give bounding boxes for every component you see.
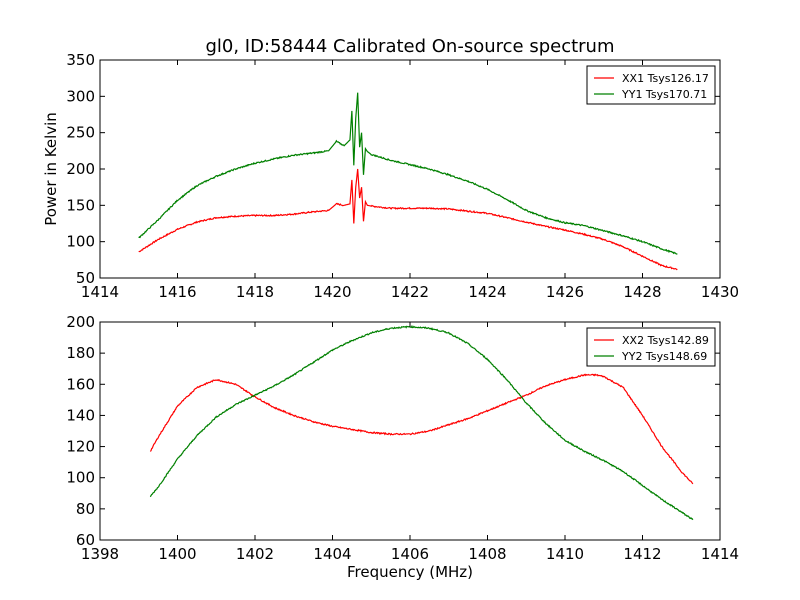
top-series-group — [138, 92, 678, 271]
bottom-y-tick-label: 140 — [66, 406, 95, 424]
top-x-tick-label: 1430 — [701, 283, 739, 301]
top-x-tick-label: 1422 — [391, 283, 429, 301]
top-legend: XX1 Tsys126.17 YY1 Tsys170.71 — [586, 65, 716, 105]
top-legend-box — [586, 65, 716, 105]
bottom-x-tick-label: 1408 — [468, 545, 506, 563]
bottom-y-tick-label: 160 — [66, 375, 95, 393]
top-y-tick-label: 100 — [66, 233, 95, 251]
bottom-x-axis-label: Frequency (MHz) — [347, 563, 473, 581]
series-line-xx2 — [149, 373, 694, 485]
top-x-tick-label: 1424 — [468, 283, 506, 301]
top-y-tick-label: 250 — [66, 124, 95, 142]
legend-label-xx1: XX1 Tsys126.17 — [622, 72, 709, 85]
top-x-tick-label: 1418 — [236, 283, 274, 301]
top-y-axis-label: Power in Kelvin — [42, 112, 60, 226]
bottom-y-tick-label: 180 — [66, 344, 95, 362]
series-line-yy2 — [149, 324, 694, 521]
bottom-y-tick-label: 60 — [76, 531, 95, 549]
top-x-tick-label: 1420 — [313, 283, 351, 301]
bottom-x-tick-label: 1398 — [81, 545, 119, 563]
bottom-x-tick-label: 1404 — [313, 545, 351, 563]
bottom-y-tick-label: 120 — [66, 438, 95, 456]
legend-label-yy1: YY1 Tsys170.71 — [621, 88, 707, 101]
bottom-y-tick-label: 80 — [76, 500, 95, 518]
bottom-x-tick-label: 1410 — [546, 545, 584, 563]
top-y-tick-label: 50 — [76, 269, 95, 287]
plot-bottom-panel: 1398 1400 1402 1404 1406 1408 1410 1412 1414 60 80… — [66, 313, 739, 581]
legend-label-yy2: YY2 Tsys148.69 — [621, 350, 707, 363]
series-line-yy1 — [138, 92, 678, 255]
top-y-tick-label: 350 — [66, 51, 95, 69]
bottom-x-tick-label: 1414 — [701, 545, 739, 563]
top-x-tick-label: 1428 — [623, 283, 661, 301]
plot-top-panel: 1414 1416 1418 1420 1422 1424 1426 1428 1430 50 10… — [42, 51, 739, 301]
top-x-tick-label: 1426 — [546, 283, 584, 301]
bottom-x-tick-label: 1406 — [391, 545, 429, 563]
bottom-series-group — [149, 324, 694, 521]
top-y-tick-label: 150 — [66, 196, 95, 214]
legend-label-xx2: XX2 Tsys142.89 — [622, 334, 709, 347]
bottom-x-tick-label: 1412 — [623, 545, 661, 563]
bottom-y-tick-label: 200 — [66, 313, 95, 331]
top-y-tick-label: 300 — [66, 87, 95, 105]
bottom-x-tick-label: 1402 — [236, 545, 274, 563]
chart-title: gl0, ID:58444 Calibrated On-source spect… — [205, 36, 614, 57]
top-x-tick-label: 1416 — [158, 283, 196, 301]
top-x-tick-label: 1414 — [81, 283, 119, 301]
bottom-legend: XX2 Tsys142.89 YY2 Tsys148.69 — [586, 327, 716, 367]
bottom-x-tick-label: 1400 — [158, 545, 196, 563]
top-y-tick-label: 200 — [66, 160, 95, 178]
bottom-y-tick-label: 100 — [66, 469, 95, 487]
series-line-xx1 — [138, 168, 678, 271]
bottom-legend-box — [586, 327, 716, 367]
